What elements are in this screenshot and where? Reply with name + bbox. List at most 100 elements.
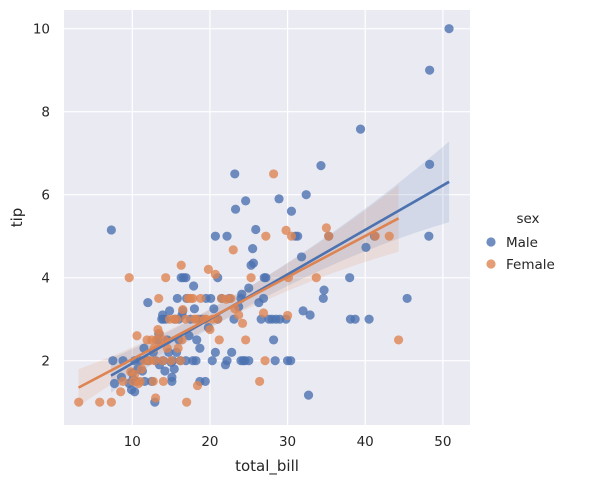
point-female — [171, 314, 182, 324]
point-female — [161, 273, 171, 283]
point-male — [402, 293, 412, 304]
point-female — [124, 273, 134, 283]
point-male — [425, 159, 435, 169]
point-male — [268, 335, 279, 345]
point-female — [158, 376, 168, 387]
point-male — [167, 376, 177, 387]
point-male — [222, 356, 232, 366]
point-male — [169, 364, 179, 374]
point-male — [258, 293, 269, 304]
point-male — [298, 306, 308, 316]
x-axis-title: total_bill — [235, 457, 299, 476]
point-female — [157, 356, 168, 366]
point-male — [106, 225, 116, 235]
legend-marker-male — [486, 237, 496, 247]
point-male — [191, 356, 201, 366]
plot-background — [64, 10, 470, 425]
point-female — [192, 314, 202, 324]
point-male — [189, 304, 200, 314]
point-male — [318, 293, 328, 304]
point-male — [195, 343, 205, 353]
y-tick-label: 4 — [41, 271, 50, 287]
point-female — [135, 376, 145, 387]
point-female — [268, 169, 279, 179]
point-male — [189, 281, 199, 291]
point-female — [106, 397, 116, 407]
point-female — [118, 376, 128, 387]
point-female — [188, 293, 198, 304]
point-male — [444, 24, 454, 34]
y-tick-label: 2 — [41, 354, 50, 370]
point-female — [261, 231, 271, 241]
legend-label-male: Male — [506, 235, 538, 251]
y-tick-label: 8 — [41, 105, 50, 121]
point-female — [370, 231, 380, 241]
point-male — [251, 224, 261, 235]
scatter-points — [74, 24, 454, 407]
point-female — [321, 223, 331, 233]
point-male — [230, 204, 241, 214]
point-female — [241, 335, 251, 345]
point-female — [148, 376, 158, 387]
point-male — [210, 347, 220, 357]
point-female — [286, 231, 297, 241]
point-female — [151, 393, 161, 403]
point-male — [425, 65, 435, 75]
point-male — [108, 356, 118, 366]
point-male — [274, 194, 284, 204]
point-female — [196, 293, 206, 304]
regression-lines — [77, 180, 450, 389]
point-female — [393, 335, 404, 345]
point-female — [237, 318, 248, 328]
point-female — [182, 397, 192, 407]
y-tick-label: 10 — [33, 22, 50, 38]
point-female — [166, 356, 176, 366]
point-male — [241, 196, 251, 206]
point-female — [282, 310, 293, 321]
point-female — [130, 369, 140, 379]
point-female — [214, 335, 224, 345]
point-male — [286, 206, 297, 216]
point-male — [164, 306, 175, 316]
point-male — [200, 376, 210, 387]
x-tick-label: 10 — [124, 434, 141, 450]
point-male — [192, 335, 202, 345]
point-female — [137, 364, 147, 374]
legend-title: sex — [516, 211, 539, 227]
point-female — [74, 397, 84, 407]
point-female — [173, 343, 183, 353]
point-male — [227, 347, 237, 357]
fit-line-female — [77, 217, 400, 389]
point-male — [361, 242, 371, 252]
y-tick-label: 6 — [41, 188, 50, 204]
point-female — [154, 293, 164, 304]
point-male — [237, 289, 247, 299]
point-female — [258, 308, 269, 318]
legend-marker-female — [486, 259, 496, 269]
point-female — [132, 331, 142, 341]
point-male — [209, 304, 219, 314]
legend-label-female: Female — [506, 257, 555, 273]
point-female — [246, 273, 256, 283]
point-male — [244, 283, 254, 293]
point-male — [248, 258, 259, 268]
point-female — [150, 356, 160, 366]
point-female — [192, 380, 203, 391]
x-tick-label: 50 — [434, 434, 451, 450]
point-male — [350, 314, 360, 324]
fit-line-male — [110, 180, 450, 377]
point-female — [210, 269, 220, 279]
point-male — [316, 161, 326, 171]
point-female — [95, 397, 105, 407]
point-male — [301, 190, 311, 200]
point-male — [143, 297, 153, 308]
point-female — [116, 387, 126, 397]
point-male — [303, 390, 314, 400]
point-male — [210, 231, 220, 241]
point-female — [203, 264, 213, 274]
point-female — [384, 231, 394, 241]
point-female — [324, 231, 334, 241]
point-female — [175, 356, 186, 366]
point-male — [319, 285, 329, 295]
point-male — [207, 356, 217, 366]
